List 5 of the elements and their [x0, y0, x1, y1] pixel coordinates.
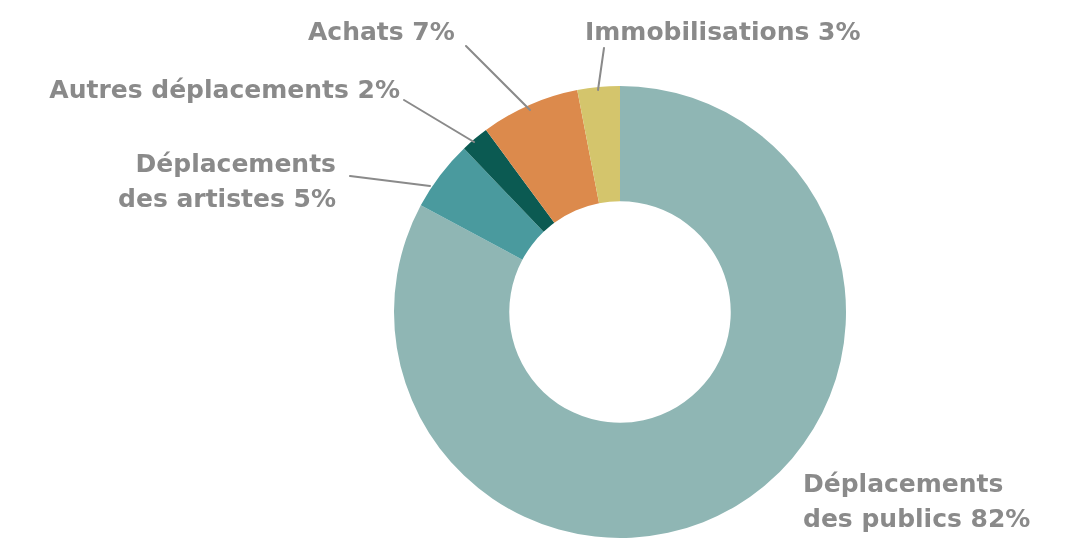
slice-label: Achats 7% [308, 17, 455, 46]
slice-label: Immobilisations 3% [585, 17, 861, 46]
slice-label: Autres déplacements 2% [49, 75, 400, 104]
slice-label: Déplacements des artistes 5% [118, 149, 336, 213]
slice-label: Déplacements des publics 82% [803, 469, 1031, 533]
